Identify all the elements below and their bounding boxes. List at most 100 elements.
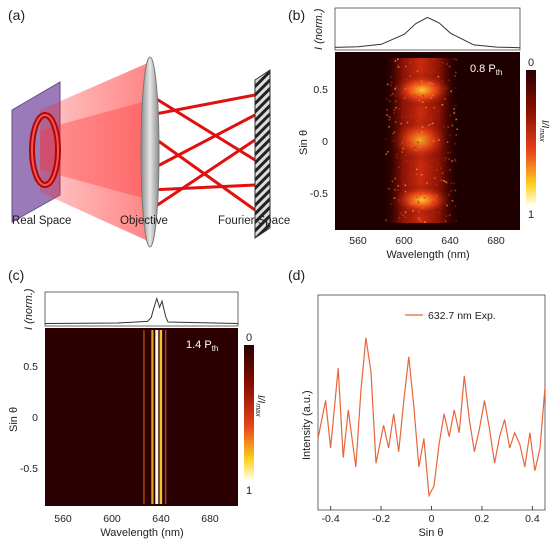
c-lasing-lines [143,330,167,504]
b-speckle [444,220,447,222]
b-speckle [449,114,451,117]
b-speckle [419,99,422,101]
b-speckle [454,142,456,145]
fourier-space-plate [254,69,271,239]
b-speckle [427,167,429,169]
b-speckle [406,222,408,225]
c-lasing-line [143,330,145,504]
b-speckle [438,139,440,141]
b-speckle [449,168,451,171]
b-speckle [432,122,434,125]
b-speckle [397,185,399,187]
b-speckle [429,129,431,131]
b-speckle [404,211,407,214]
c-lasing-line [159,330,163,504]
b-speckle [410,203,412,205]
b-xtick: 640 [441,235,459,247]
b-speckle [415,77,417,79]
b-speckle [402,182,405,185]
c-ytick: 0 [32,412,38,424]
b-speckle [393,131,396,133]
b-speckle [420,174,423,176]
b-speckle [418,130,421,133]
b-speckle [427,174,430,177]
b-speckle [416,70,419,72]
c-spectrum-frame [44,291,239,327]
c-xlabel: Wavelength (nm) [100,527,183,539]
b-speckle [410,61,412,63]
panel-a-label: (a) [8,7,25,23]
b-speckle [441,80,444,83]
b-speckle [386,109,388,111]
b-speckle [418,99,421,102]
b-speckle [404,184,407,187]
b-speckle [415,209,418,212]
caption-real-space: Real Space [12,215,71,227]
b-speckle [450,182,453,184]
b-speckle [424,221,426,223]
c-xtick: 600 [103,513,121,525]
b-speckle [453,112,455,114]
panel-a: (a) Real Space Objective Fourier Space [8,7,290,248]
b-speckle [412,210,414,212]
b-speckle [416,69,418,71]
b-speckle [405,160,408,162]
b-speckle [393,197,396,199]
b-speckle [437,75,440,78]
b-speckle [437,84,440,86]
b-speckle [416,168,418,171]
b-speckle [409,174,412,176]
b-speckle [394,60,397,62]
b-speckle [413,104,416,107]
b-colorbar-bottom: 1 [528,209,534,221]
b-speckle [401,213,403,216]
b-speckle [445,181,447,183]
b-speckle [429,81,432,84]
b-speckle [451,200,454,202]
b-speckle [424,143,427,145]
b-lobe-bottom [392,184,452,216]
c-lasing-line [151,330,154,504]
b-speckle [423,213,425,216]
b-speckle [446,181,448,184]
b-top-ylabel: I (norm.) [313,8,325,50]
b-speckle [406,78,408,80]
b-speckle [453,108,455,110]
b-speckle [432,202,434,204]
d-series-line [317,337,546,498]
b-speckle [422,94,425,97]
b-speckle [430,97,432,99]
b-speckle [435,194,438,197]
b-speckle [407,192,410,195]
c-lasing-line [155,330,159,504]
b-speckle [394,121,397,123]
b-speckle [414,94,416,97]
b-speckle [404,116,407,118]
d-xticks: -0.4 -0.2 0 0.2 0.4 [322,506,540,525]
b-speckle [429,74,432,76]
b-speckle [420,150,422,153]
b-annotation: 0.8 Pth [470,63,502,77]
b-speckle [389,116,392,119]
d-plot-frame [317,294,546,511]
b-speckle [404,87,407,90]
b-speckle [450,90,452,93]
b-speckle [443,159,446,161]
b-speckle [454,189,457,192]
c-annotation: 1.4 Pth [186,339,218,353]
b-speckle [454,205,457,207]
b-speckle [398,199,400,201]
b-speckle [402,203,404,206]
c-xtick: 680 [201,513,219,525]
b-speckle [433,106,436,109]
b-speckle [413,102,416,105]
b-speckle [419,166,421,168]
b-speckle [454,75,456,77]
b-speckle [408,142,411,144]
b-speckle [390,94,392,97]
b-speckle [404,216,407,219]
b-speckle [421,183,423,185]
b-speckle [416,141,419,144]
b-speckle [449,151,451,154]
